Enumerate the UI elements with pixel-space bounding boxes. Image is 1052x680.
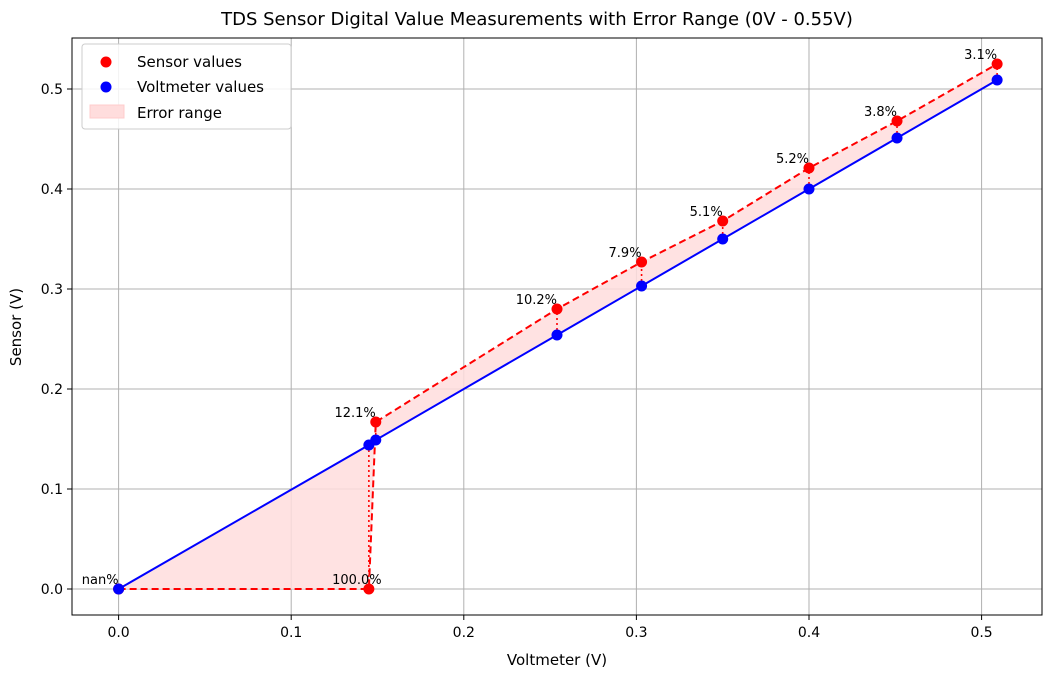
x-tick-label: 0.1 xyxy=(280,625,302,641)
sensor-point xyxy=(803,162,815,174)
sensor-point xyxy=(363,583,375,595)
error-percent-label: 3.1% xyxy=(964,48,997,63)
x-tick-label: 0.2 xyxy=(453,625,475,641)
sensor-point xyxy=(717,215,729,227)
legend-voltmeter-marker xyxy=(100,81,112,93)
voltmeter-point xyxy=(803,183,815,195)
x-axis-label: Voltmeter (V) xyxy=(507,651,607,669)
axis-ticks: 0.0 0.1 0.2 0.3 0.4 0.5 0.0 0.1 0.2 0.3 0.4 0.5 xyxy=(41,82,993,641)
error-range-fill xyxy=(118,64,998,589)
legend-sensor-marker xyxy=(100,56,112,68)
sensor-point xyxy=(636,256,648,268)
chart-title: TDS Sensor Digital Value Measurements wi… xyxy=(220,9,853,30)
legend-error-label: Error range xyxy=(137,104,222,122)
y-tick-label: 0.3 xyxy=(41,282,63,298)
sensor-point xyxy=(370,416,382,428)
error-range-area xyxy=(118,64,998,589)
legend-voltmeter-label: Voltmeter values xyxy=(137,78,264,96)
error-percent-label: 3.8% xyxy=(864,105,897,120)
legend-box xyxy=(81,43,292,130)
error-percent-label: 7.9% xyxy=(609,246,642,261)
voltmeter-point xyxy=(113,583,125,595)
sensor-point xyxy=(991,58,1003,70)
voltmeter-point xyxy=(370,434,382,446)
y-tick-label: 0.5 xyxy=(41,82,63,98)
sensor-point xyxy=(551,303,563,315)
error-percent-label: 100.0% xyxy=(332,573,382,588)
voltmeter-point xyxy=(991,74,1003,86)
x-tick-label: 0.5 xyxy=(970,625,992,641)
y-tick-label: 0.0 xyxy=(41,582,63,598)
y-axis-label: Sensor (V) xyxy=(7,288,25,366)
y-tick-label: 0.4 xyxy=(41,182,63,198)
voltmeter-point xyxy=(636,280,648,292)
x-tick-label: 0.3 xyxy=(625,625,647,641)
x-tick-label: 0.0 xyxy=(107,625,129,641)
error-percent-label: 10.2% xyxy=(516,293,557,308)
legend-sensor-label: Sensor values xyxy=(137,53,242,71)
x-tick-label: 0.4 xyxy=(798,625,820,641)
error-percent-label: 12.1% xyxy=(334,406,375,421)
plot-frame xyxy=(71,37,1043,616)
data-markers xyxy=(113,58,1003,595)
error-percent-label: 5.1% xyxy=(690,205,723,220)
error-percent-label: nan% xyxy=(82,573,119,588)
y-tick-label: 0.1 xyxy=(41,482,63,498)
sensor-point xyxy=(891,115,903,127)
voltmeter-point xyxy=(551,329,563,341)
voltmeter-point xyxy=(717,233,729,245)
legend-error-swatch xyxy=(89,104,125,119)
voltmeter-point xyxy=(891,132,903,144)
y-tick-label: 0.2 xyxy=(41,382,63,398)
data-labels: nan% 100.0% 12.1% 10.2% 7.9% 5.1% 5.2% 3.8% 3.1% xyxy=(82,48,997,588)
error-percent-label: 5.2% xyxy=(776,152,809,167)
legend: Sensor values Voltmeter values Error ran… xyxy=(81,43,292,130)
